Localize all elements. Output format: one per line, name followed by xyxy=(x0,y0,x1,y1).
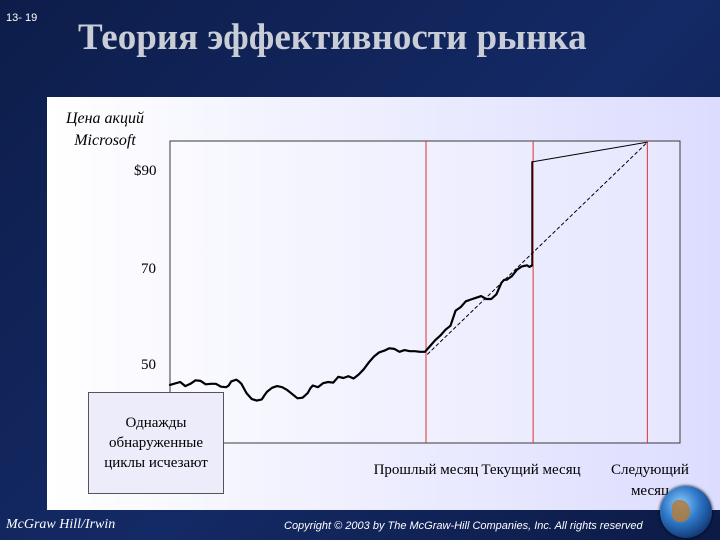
plot-area xyxy=(169,140,681,444)
price-line xyxy=(168,264,534,402)
y-tick-90: $90 xyxy=(134,163,157,179)
x-label-next-month: Следующий месяц xyxy=(611,462,689,499)
x-label-current-month: Текущий месяц xyxy=(481,462,581,478)
forecast-line xyxy=(531,141,648,163)
trend-line xyxy=(427,142,648,355)
footer-publisher: McGraw Hill/Irwin xyxy=(6,517,116,532)
annotation-text: Однажды обнаруженные циклы исчезают xyxy=(104,415,208,471)
slide-title: Теория эффективности рынка xyxy=(78,17,587,58)
footer-copyright: Copyright © 2003 by The McGraw-Hill Comp… xyxy=(284,520,643,532)
y-tick-70: 70 xyxy=(141,261,156,277)
slide-number: 13- 19 xyxy=(6,12,38,24)
globe-icon xyxy=(660,486,712,538)
y-axis-label: Цена акций Microsoft xyxy=(65,110,145,149)
y-tick-50: 50 xyxy=(141,357,156,373)
annotation-box: Однажды обнаруженные циклы исчезают xyxy=(88,392,224,494)
x-label-past-month: Прошлый месяц xyxy=(373,462,479,478)
